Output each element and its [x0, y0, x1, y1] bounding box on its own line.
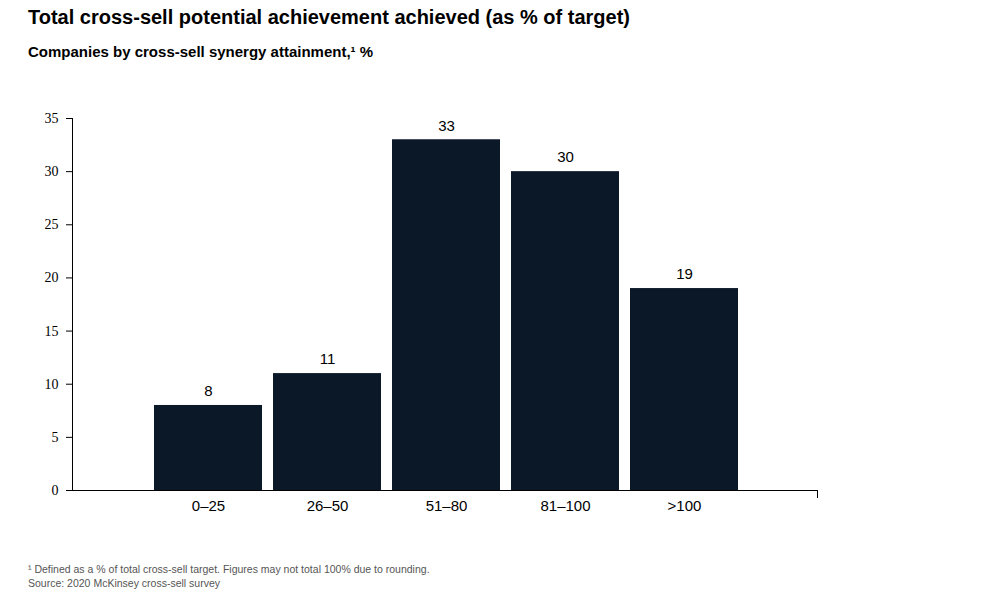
svg-text:0–25: 0–25	[192, 497, 225, 514]
svg-text:26–50: 26–50	[307, 497, 349, 514]
svg-text:0: 0	[52, 483, 59, 498]
svg-text:25: 25	[45, 217, 59, 232]
html-text:Total cross-sell potential ach: Total cross-sell potential achievement a…	[28, 6, 630, 28]
svg-text:10: 10	[45, 377, 59, 392]
html-text:¹ Defined as a % of total cros: ¹ Defined as a % of total cross-sell tar…	[28, 563, 430, 575]
svg-text:30: 30	[45, 164, 59, 179]
html-text:Source: 2020 McKinsey cross-se: Source: 2020 McKinsey cross-sell survey	[28, 577, 220, 589]
svg-text:81–100: 81–100	[540, 497, 590, 514]
svg-text:35: 35	[45, 111, 59, 126]
svg-text:>100: >100	[668, 497, 702, 514]
svg-text:51–80: 51–80	[426, 497, 468, 514]
html-text:Companies by cross-sell synerg: Companies by cross-sell synergy attainme…	[28, 43, 374, 60]
svg-text:5: 5	[52, 430, 59, 445]
svg-text:8: 8	[204, 382, 212, 399]
svg-text:19: 19	[676, 265, 693, 282]
svg-text:33: 33	[438, 117, 455, 134]
svg-text:11: 11	[320, 350, 336, 367]
svg-text:15: 15	[45, 324, 59, 339]
svg-text:30: 30	[557, 148, 574, 165]
svg-text:20: 20	[45, 270, 59, 285]
